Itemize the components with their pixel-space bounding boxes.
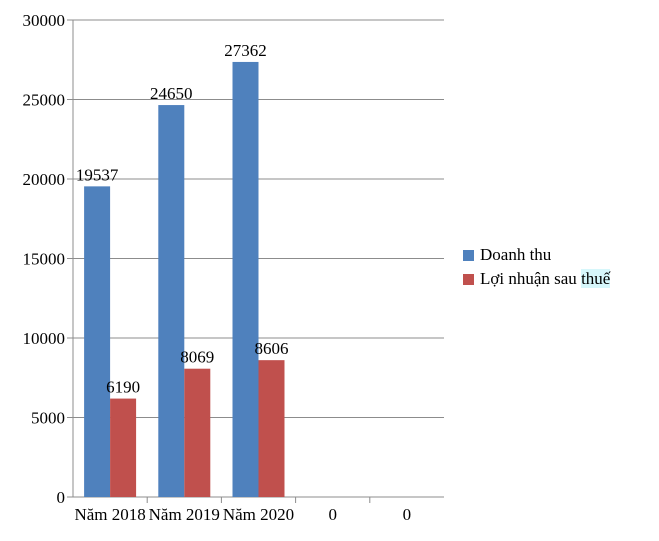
bar [158, 105, 185, 497]
x-tick-label: Năm 2019 [149, 505, 220, 524]
data-label: 19537 [76, 165, 119, 184]
legend-label-doanh-thu: Doanh thu [480, 245, 552, 264]
bar [110, 398, 137, 497]
legend-item-loi-nhuan: Lợi nhuận sau thuế [463, 267, 611, 291]
y-tick-label: 20000 [23, 170, 66, 189]
bar [258, 360, 285, 497]
chart-legend: Doanh thu Lợi nhuận sau thuế [463, 243, 611, 291]
legend-label-loi-nhuan: Lợi nhuận sau thuế [480, 269, 611, 288]
legend-swatch-doanh-thu [463, 249, 474, 261]
y-tick-label: 10000 [23, 329, 66, 348]
y-tick-label: 30000 [23, 11, 66, 30]
x-tick-label: 0 [328, 505, 337, 524]
legend-label-highlight: thuế [581, 269, 611, 288]
x-tick-label: Năm 2020 [223, 505, 294, 524]
x-tick-label: 0 [403, 505, 412, 524]
data-label: 8069 [180, 348, 214, 367]
data-label: 6190 [106, 378, 140, 397]
legend-item-doanh-thu: Doanh thu [463, 243, 610, 267]
x-tick-label: Năm 2018 [74, 505, 145, 524]
data-label: 24650 [150, 84, 193, 103]
bar [232, 61, 259, 497]
bar [84, 186, 111, 497]
bar [184, 368, 211, 497]
data-label: 27362 [224, 41, 267, 60]
data-label: 8606 [255, 339, 289, 358]
y-tick-label: 0 [57, 488, 66, 507]
y-tick-label: 15000 [23, 250, 66, 269]
y-tick-label: 25000 [23, 91, 66, 110]
y-tick-label: 5000 [31, 409, 65, 428]
legend-swatch-loi-nhuan [463, 273, 474, 285]
